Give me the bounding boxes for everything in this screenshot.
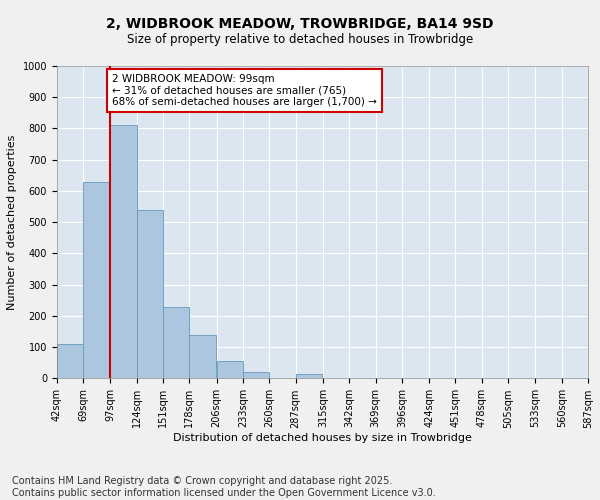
Text: Size of property relative to detached houses in Trowbridge: Size of property relative to detached ho… [127, 32, 473, 46]
Bar [296, 374, 322, 378]
X-axis label: Distribution of detached houses by size in Trowbridge: Distribution of detached houses by size … [173, 433, 472, 443]
Y-axis label: Number of detached properties: Number of detached properties [7, 134, 17, 310]
Bar [217, 361, 243, 378]
Bar [110, 126, 137, 378]
Bar [190, 334, 215, 378]
Text: Contains HM Land Registry data © Crown copyright and database right 2025.
Contai: Contains HM Land Registry data © Crown c… [12, 476, 436, 498]
Bar [83, 182, 109, 378]
Bar [137, 210, 163, 378]
Text: 2 WIDBROOK MEADOW: 99sqm
← 31% of detached houses are smaller (765)
68% of semi-: 2 WIDBROOK MEADOW: 99sqm ← 31% of detach… [112, 74, 377, 107]
Bar [163, 306, 190, 378]
Bar [243, 372, 269, 378]
Bar [57, 344, 83, 378]
Text: 2, WIDBROOK MEADOW, TROWBRIDGE, BA14 9SD: 2, WIDBROOK MEADOW, TROWBRIDGE, BA14 9SD [106, 18, 494, 32]
